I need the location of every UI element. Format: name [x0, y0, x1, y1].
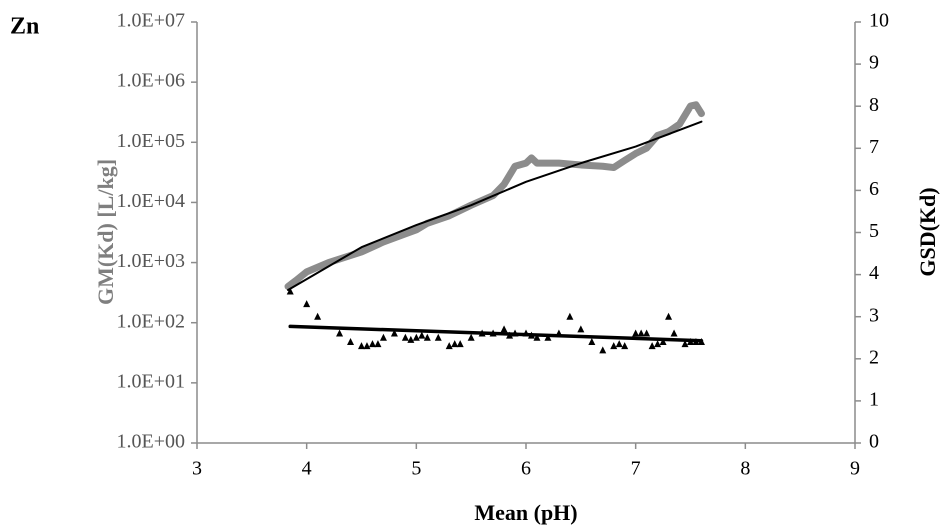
triangle-marker [401, 333, 409, 341]
chart-title: Zn [10, 14, 39, 40]
y-tick-label: 1.0E+01 [117, 370, 186, 392]
triangle-marker [286, 287, 294, 295]
triangle-marker [407, 335, 415, 343]
x-tick-label: 3 [192, 458, 202, 480]
triangle-marker [336, 329, 344, 337]
y2-tick-label: 6 [869, 178, 879, 200]
triangle-marker [659, 337, 667, 345]
y-axis-label: GM(Kd) [L/kg] [93, 159, 118, 305]
triangle-marker [665, 312, 673, 320]
x-tick-label: 9 [850, 458, 860, 480]
y2-tick-label: 8 [869, 94, 879, 116]
triangle-marker [648, 342, 656, 350]
y2-tick-label: 9 [869, 52, 879, 74]
triangle-marker [358, 342, 365, 350]
triangle-marker [599, 346, 607, 354]
triangle-marker [588, 337, 596, 345]
x-tick-label: 5 [411, 458, 421, 480]
triangle-marker [451, 340, 459, 348]
y2-tick-label: 7 [869, 136, 879, 158]
triangle-marker [566, 312, 574, 320]
y2-tick-label: 0 [869, 431, 879, 453]
series-line [287, 120, 703, 291]
y2-tick-label: 5 [869, 220, 879, 242]
triangle-marker [544, 333, 552, 341]
triangle-marker [456, 340, 464, 348]
triangle-marker [670, 329, 678, 337]
series-line [284, 101, 705, 291]
triangle-marker [637, 329, 645, 337]
triangle-marker [467, 333, 475, 341]
triangle-marker [500, 325, 508, 333]
y-tick-label: 1.0E+03 [117, 250, 186, 272]
triangle-marker [621, 342, 629, 350]
y-tick-label: 1.0E+07 [117, 10, 186, 32]
x-tick-label: 6 [521, 458, 531, 480]
triangle-marker [347, 337, 355, 345]
triangle-marker [577, 325, 585, 333]
y-tick-label: 1.0E+00 [117, 431, 186, 453]
y-tick-label: 1.0E+06 [117, 70, 186, 92]
triangle-marker [418, 331, 426, 339]
x-tick-label: 4 [302, 458, 312, 480]
y2-tick-label: 1 [869, 388, 879, 410]
y2-tick-label: 2 [869, 346, 879, 368]
triangle-marker [434, 333, 442, 341]
x-tick-label: 7 [631, 458, 641, 480]
triangle-marker [533, 333, 541, 341]
triangle-marker [681, 340, 689, 348]
triangle-marker [643, 329, 651, 337]
triangle-marker [379, 333, 387, 341]
triangle-marker [390, 329, 398, 337]
series-line [288, 324, 704, 343]
x-axis-label: Mean (pH) [474, 500, 577, 525]
y2-tick-label: 10 [869, 10, 889, 32]
y2-tick-label: 4 [869, 262, 879, 284]
y2-tick-label: 3 [869, 304, 879, 326]
y-tick-label: 1.0E+02 [117, 310, 186, 332]
y-tick-label: 1.0E+04 [117, 190, 186, 212]
triangle-marker [654, 340, 662, 348]
x-tick-label: 8 [740, 458, 750, 480]
triangle-marker [363, 342, 371, 350]
triangle-marker [314, 312, 322, 320]
y2-axis-label: GSD(Kd) [915, 187, 940, 276]
triangle-marker [445, 342, 453, 350]
triangle-marker [632, 329, 640, 337]
y-tick-label: 1.0E+05 [117, 130, 186, 152]
triangle-marker [374, 340, 382, 348]
triangle-marker [303, 300, 311, 308]
triangle-marker [368, 340, 376, 348]
triangle-marker [610, 342, 618, 350]
triangle-marker [423, 333, 431, 341]
triangle-marker [615, 340, 623, 348]
triangle-marker [412, 333, 420, 341]
